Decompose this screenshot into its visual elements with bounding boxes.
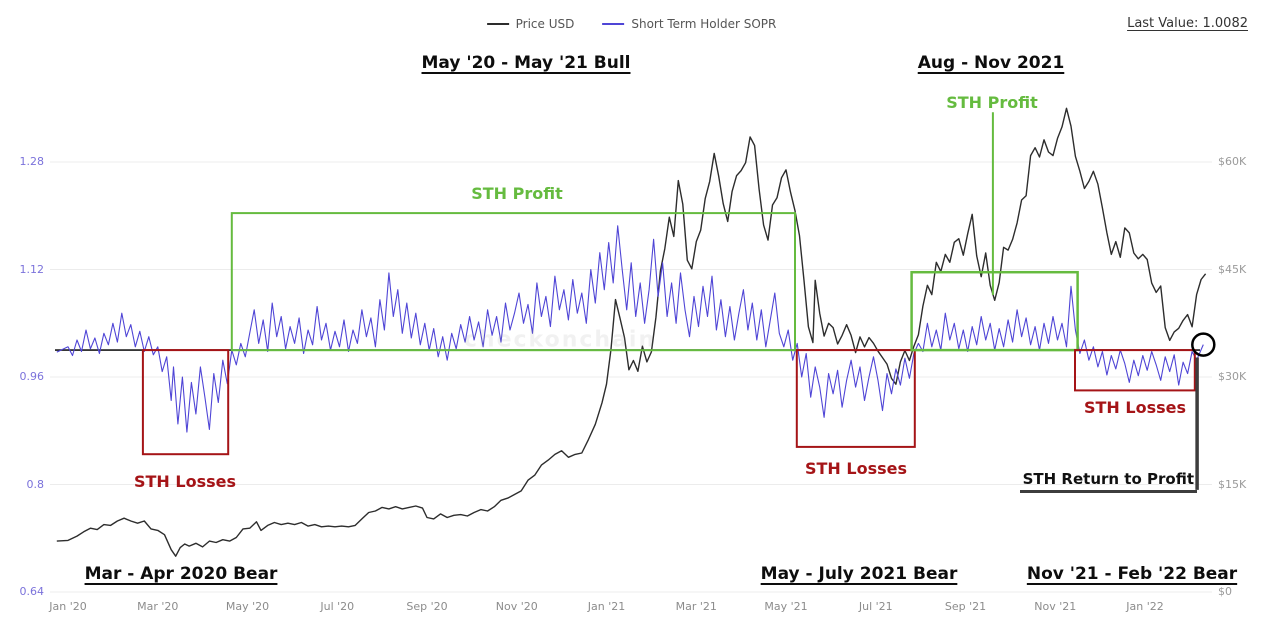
chart-legend: Price USD Short Term Holder SOPR xyxy=(486,17,776,31)
sth-profit-box-may20-may21 xyxy=(230,212,797,352)
last-value-marker xyxy=(1191,332,1216,357)
left-axis-tick-label: 0.64 xyxy=(19,585,45,598)
right-axis-tick-label: $0 xyxy=(1218,585,1232,598)
annotation-sth-losses-1: STH Losses xyxy=(133,472,237,491)
legend-item-price-usd[interactable]: Price USD xyxy=(486,17,575,31)
sth-losses-box-mar-apr-2020 xyxy=(141,349,230,456)
x-tick-label: Mar '20 xyxy=(137,600,179,613)
annotation-bear-2022: Nov '21 - Feb '22 Bear xyxy=(1026,564,1238,584)
annotation-bear-2020: Mar - Apr 2020 Bear xyxy=(84,564,278,584)
x-tick-label: Jan '22 xyxy=(1126,600,1164,613)
annotation-bear-2021: May - July 2021 Bear xyxy=(760,564,958,584)
left-axis-tick-label: 0.96 xyxy=(19,370,45,383)
right-axis-tick-label: $15K xyxy=(1218,477,1247,491)
sth-profit-box-aug-nov-2021 xyxy=(910,270,1079,352)
sopr-line-swatch-icon xyxy=(602,23,625,25)
x-tick-label: Jan '20 xyxy=(49,600,87,613)
annotation-bull-period: May '20 - May '21 Bull xyxy=(421,53,631,73)
x-tick-label: Nov '21 xyxy=(1034,600,1077,613)
annotation-sth-profit-1: STH Profit xyxy=(471,184,563,203)
x-tick-label: Jan '21 xyxy=(587,600,626,613)
price-line-swatch-icon xyxy=(486,23,509,25)
x-tick-label: Sep '21 xyxy=(944,600,987,613)
left-axis-tick-label: 0.8 xyxy=(26,477,45,491)
annotation-sth-return-to-profit: STH Return to Profit xyxy=(1019,470,1197,493)
left-axis-tick-label: 1.28 xyxy=(19,155,45,168)
left-axis-tick-label: 1.12 xyxy=(19,262,45,276)
sth-losses-box-may-jul-2021 xyxy=(795,349,916,448)
right-axis-tick-label: $60K xyxy=(1218,155,1247,168)
right-axis-tick-label: $45K xyxy=(1218,262,1247,276)
sth-losses-box-nov21-feb22 xyxy=(1074,349,1196,392)
x-tick-label: Sep '20 xyxy=(406,600,448,613)
last-value-label: Last Value: 1.0082 xyxy=(1127,16,1248,31)
x-tick-label: Nov '20 xyxy=(495,600,538,613)
annotation-aug-nov-period: Aug - Nov 2021 xyxy=(917,53,1065,73)
x-tick-label: May '21 xyxy=(764,600,808,613)
right-axis-tick-label: $30K xyxy=(1218,370,1247,383)
price-line xyxy=(56,107,1207,557)
legend-label-price-usd: Price USD xyxy=(515,17,575,31)
x-tick-label: May '20 xyxy=(225,600,270,613)
x-tick-label: Jul '21 xyxy=(858,600,893,613)
legend-label-sth-sopr: Short Term Holder SOPR xyxy=(631,17,777,31)
annotation-sth-losses-3: STH Losses xyxy=(1083,398,1187,417)
annotation-sth-profit-2: STH Profit xyxy=(946,93,1038,112)
sopr-line xyxy=(56,225,1204,433)
annotation-sth-losses-2: STH Losses xyxy=(804,459,908,478)
x-tick-label: Jul '20 xyxy=(320,600,355,613)
legend-item-sth-sopr[interactable]: Short Term Holder SOPR xyxy=(602,17,776,31)
x-tick-label: Mar '21 xyxy=(675,600,717,613)
